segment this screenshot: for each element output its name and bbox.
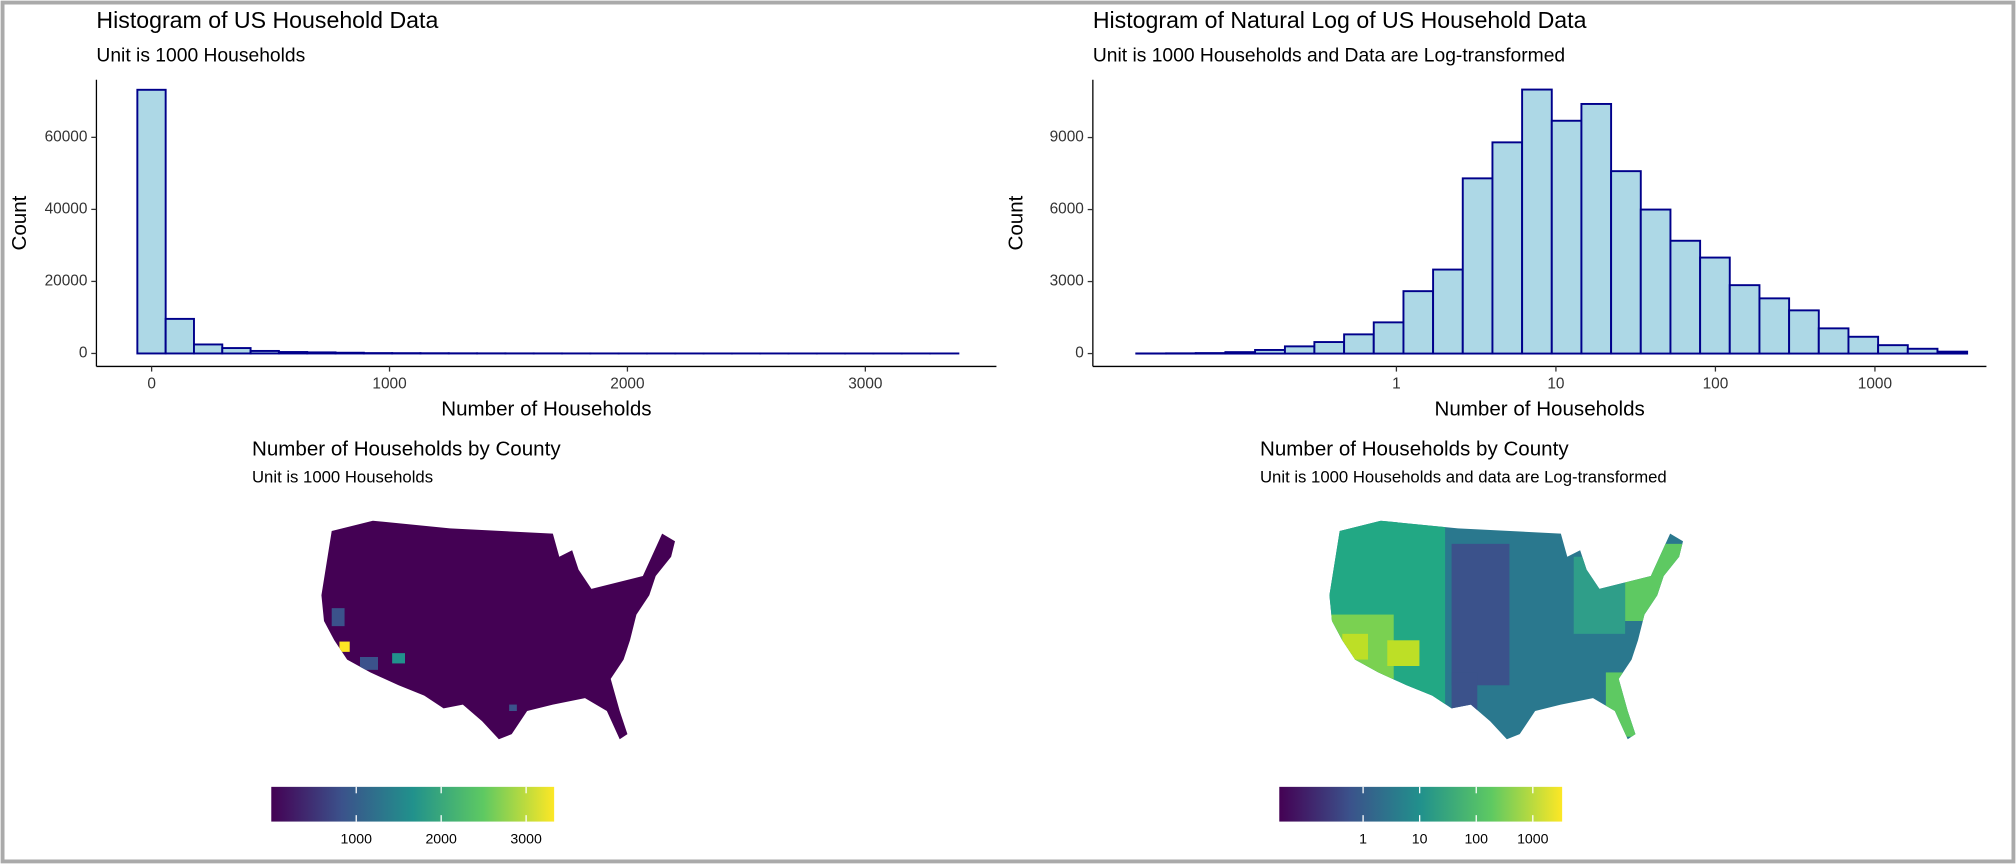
y-tick-label: 40000 [45,200,88,217]
map-region [392,653,405,664]
bar [1313,341,1346,355]
bar [249,349,280,355]
bar [1372,321,1405,355]
bar [1610,170,1642,355]
colorbar-tick-label: 1000 [341,830,373,846]
x-tick-label: 1 [1392,376,1401,393]
map-region [360,657,378,670]
bar [1224,351,1257,355]
x-tick-label: 1000 [1858,376,1892,393]
bar [334,351,365,355]
x-tick-label: 10 [1547,376,1564,393]
map-region [331,608,345,627]
map-left [321,520,675,740]
colorbar-tick-label: 1000 [1517,830,1549,846]
bar [1343,333,1375,355]
y-tick-label: 0 [79,345,88,362]
colorbar-tick-label: 1 [1359,830,1367,846]
bar [221,347,252,355]
colorbar [271,786,555,822]
map-title: Number of Households by County [1260,437,1569,460]
x-tick-label: 3000 [848,376,882,393]
map-title: Number of Households by County [252,437,561,460]
map-region [1342,633,1368,660]
bar [306,351,337,355]
bar [1521,88,1553,355]
bar [1254,348,1286,355]
bar [1699,256,1731,355]
x-axis-label: Number of Households [1434,398,1644,421]
bar [1728,284,1761,355]
chart-title: Histogram of US Household Data [96,7,438,33]
y-axis-label: Count [8,195,31,250]
bar [1461,177,1494,355]
colorbar-tick-label: 3000 [510,830,542,846]
bar [1283,345,1316,355]
bar [1788,309,1820,355]
map-region [509,704,517,711]
bar [277,351,309,355]
bar [136,88,167,355]
bar [1936,350,1969,355]
map-right [1329,520,1684,740]
map-region [1451,543,1510,686]
x-tick-label: 100 [1703,376,1729,393]
colorbar-tick-label: 10 [1412,830,1428,846]
x-tick-label: 2000 [610,376,644,393]
bar [1550,119,1583,355]
y-tick-label: 20000 [45,273,88,290]
map-region [321,520,675,740]
y-tick-label: 60000 [45,128,88,145]
map-region [1451,672,1478,711]
map-subtitle: Unit is 1000 Households [252,468,433,487]
x-tick-label: 0 [147,376,156,393]
bar [1639,208,1672,355]
y-tick-label: 9000 [1050,129,1084,146]
bar [1402,290,1435,355]
bar [1580,102,1613,355]
chart-subtitle: Unit is 1000 Households and Data are Log… [1093,46,1565,67]
bar [1491,141,1524,355]
bar [1877,344,1909,355]
chart-title: Histogram of Natural Log of US Household… [1093,7,1587,33]
map-region [1387,640,1420,666]
bar [1669,239,1702,355]
bar [1432,268,1464,355]
colorbar [1279,786,1563,822]
y-tick-label: 6000 [1050,201,1084,218]
colorbar-tick-label: 100 [1464,830,1488,846]
bar [193,343,224,355]
bar [1758,297,1791,355]
x-axis-label: Number of Households [441,398,651,421]
colorbar-tick-label: 2000 [425,830,457,846]
bar [164,317,195,355]
bar [1847,335,1880,355]
bar [1906,347,1939,355]
map-region [1605,672,1638,737]
map-region [1573,556,1626,634]
map-region [1625,543,1684,621]
y-axis-label: Count [1004,195,1027,250]
map-region [339,641,350,652]
y-tick-label: 3000 [1050,273,1084,290]
y-tick-label: 0 [1075,345,1084,362]
x-tick-label: 1000 [372,376,406,393]
map-subtitle: Unit is 1000 Households and data are Log… [1260,468,1667,487]
chart-subtitle: Unit is 1000 Households [96,46,305,67]
bar [1817,327,1850,355]
